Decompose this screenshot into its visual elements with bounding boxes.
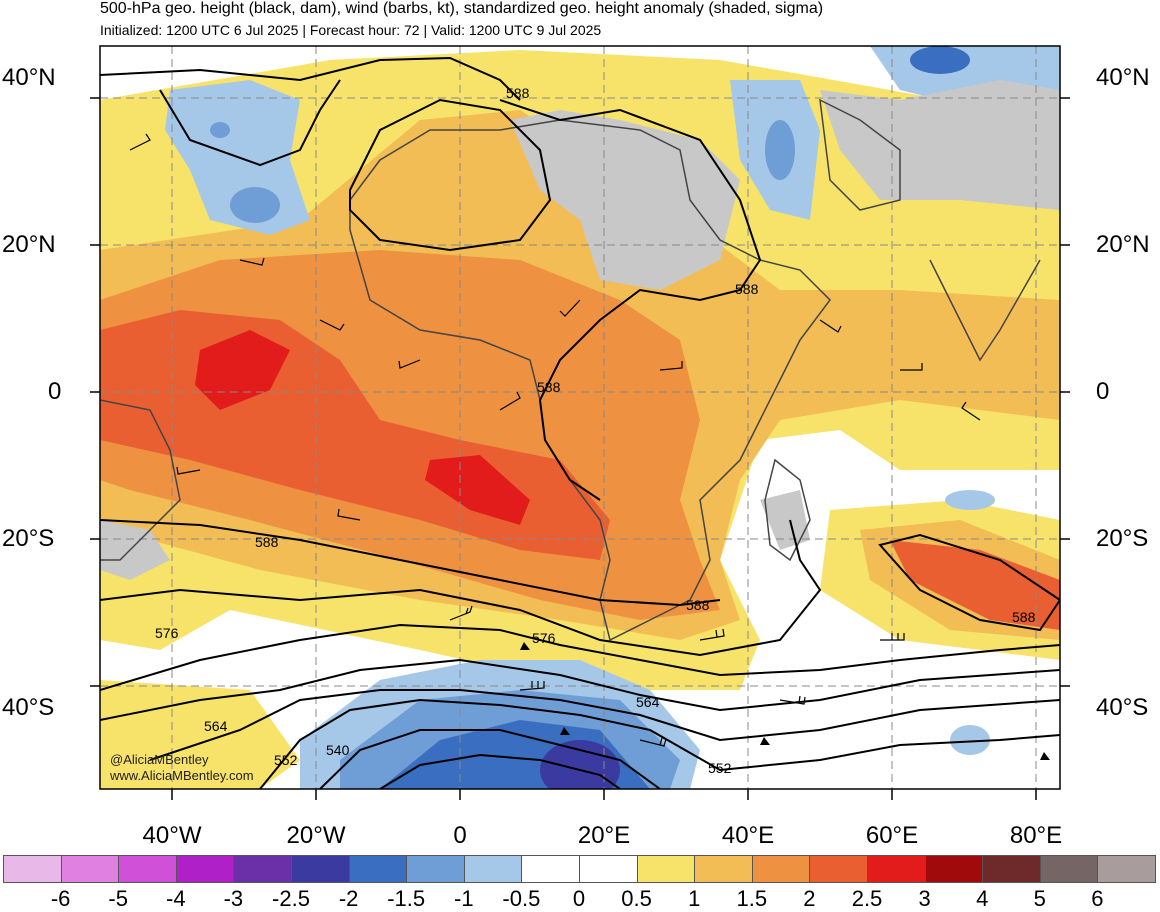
legend-swatch (521, 855, 580, 883)
lon-label: 20°W (286, 822, 346, 849)
legend-swatch (291, 855, 350, 883)
lat-label-left: 20°N (2, 231, 56, 258)
legend-swatch (982, 855, 1041, 883)
legend-label: 5 (1033, 886, 1046, 911)
legend-label: 1.5 (736, 886, 768, 911)
lon-label: 40°W (142, 822, 202, 849)
legend-label: -0.5 (502, 886, 541, 911)
contour-label: 576 (155, 625, 179, 641)
lat-label-left: 40°N (2, 64, 56, 91)
legend-swatch (809, 855, 868, 883)
legend-swatch (233, 855, 292, 883)
legend-swatch (406, 855, 465, 883)
legend-swatch (1097, 855, 1156, 883)
lon-label: 40°E (721, 822, 775, 849)
legend-swatch (751, 855, 811, 883)
contour-label: 588 (735, 281, 759, 297)
legend-label: -1.5 (387, 886, 426, 911)
lat-label-right: 20°N (1096, 231, 1150, 258)
contour-label: 588 (255, 534, 279, 550)
legend-label: 6 (1091, 886, 1104, 911)
legend-swatch (118, 855, 177, 883)
legend-label: -4 (166, 886, 186, 911)
legend-label: -3 (223, 886, 244, 911)
legend-swatch (1039, 855, 1099, 883)
lat-label-right: 40°N (1096, 64, 1150, 91)
lat-label-right: 20°S (1096, 525, 1149, 552)
legend-swatch (924, 855, 984, 883)
lat-label-left: 20°S (2, 525, 55, 552)
lon-label: 60°E (865, 822, 919, 849)
legend-swatch (463, 855, 523, 883)
credit-site: www.AliciaMBentley.com (110, 768, 254, 783)
legend-label: -2 (338, 886, 359, 911)
legend-label: 2.5 (851, 886, 883, 911)
lat-label-right: 40°S (1096, 694, 1149, 721)
contour-label: 552 (274, 752, 298, 768)
lon-label: 80°E (1009, 822, 1063, 849)
lon-label: 0 (453, 822, 467, 849)
chart-title: 500-hPa geo. height (black, dam), wind (… (100, 0, 824, 17)
contour-label: 576 (532, 630, 556, 646)
contour-label: 588 (506, 85, 530, 101)
contour-label: 552 (708, 760, 732, 776)
legend-label: 0 (572, 886, 586, 911)
legend-swatch (348, 855, 408, 883)
contour-label: 588 (686, 597, 710, 613)
legend-swatch (579, 855, 638, 883)
legend-swatch (60, 855, 120, 883)
contour-label: 588 (537, 379, 561, 395)
legend-label: -1 (454, 886, 474, 911)
legend-label: 3 (918, 886, 931, 911)
legend-swatch (3, 855, 62, 883)
contour-label: 564 (204, 718, 228, 734)
legend-label: -5 (108, 886, 128, 911)
legend-swatch (175, 855, 235, 883)
lon-label: 20°E (577, 822, 631, 849)
contour-label: 540 (326, 742, 350, 758)
legend-label: 1 (688, 886, 701, 911)
contour-label: 564 (636, 694, 660, 710)
lat-label-left: 40°S (2, 694, 55, 721)
chart-subtitle: Initialized: 1200 UTC 6 Jul 2025 | Forec… (100, 22, 602, 38)
legend-label: -6 (50, 886, 71, 911)
legend-label: 0.5 (621, 886, 652, 911)
lat-label-right: 0 (1096, 378, 1110, 405)
legend-swatch (636, 855, 696, 883)
legend-label: 2 (803, 886, 816, 911)
lat-label-left: 0 (48, 378, 62, 405)
contour-label: 588 (1012, 609, 1036, 625)
legend-label: 4 (976, 886, 989, 911)
legend-label: -2.5 (272, 886, 310, 911)
credit-handle: @AliciaMBentley (110, 752, 209, 767)
legend-swatch (694, 855, 753, 883)
legend-swatch (867, 855, 926, 883)
